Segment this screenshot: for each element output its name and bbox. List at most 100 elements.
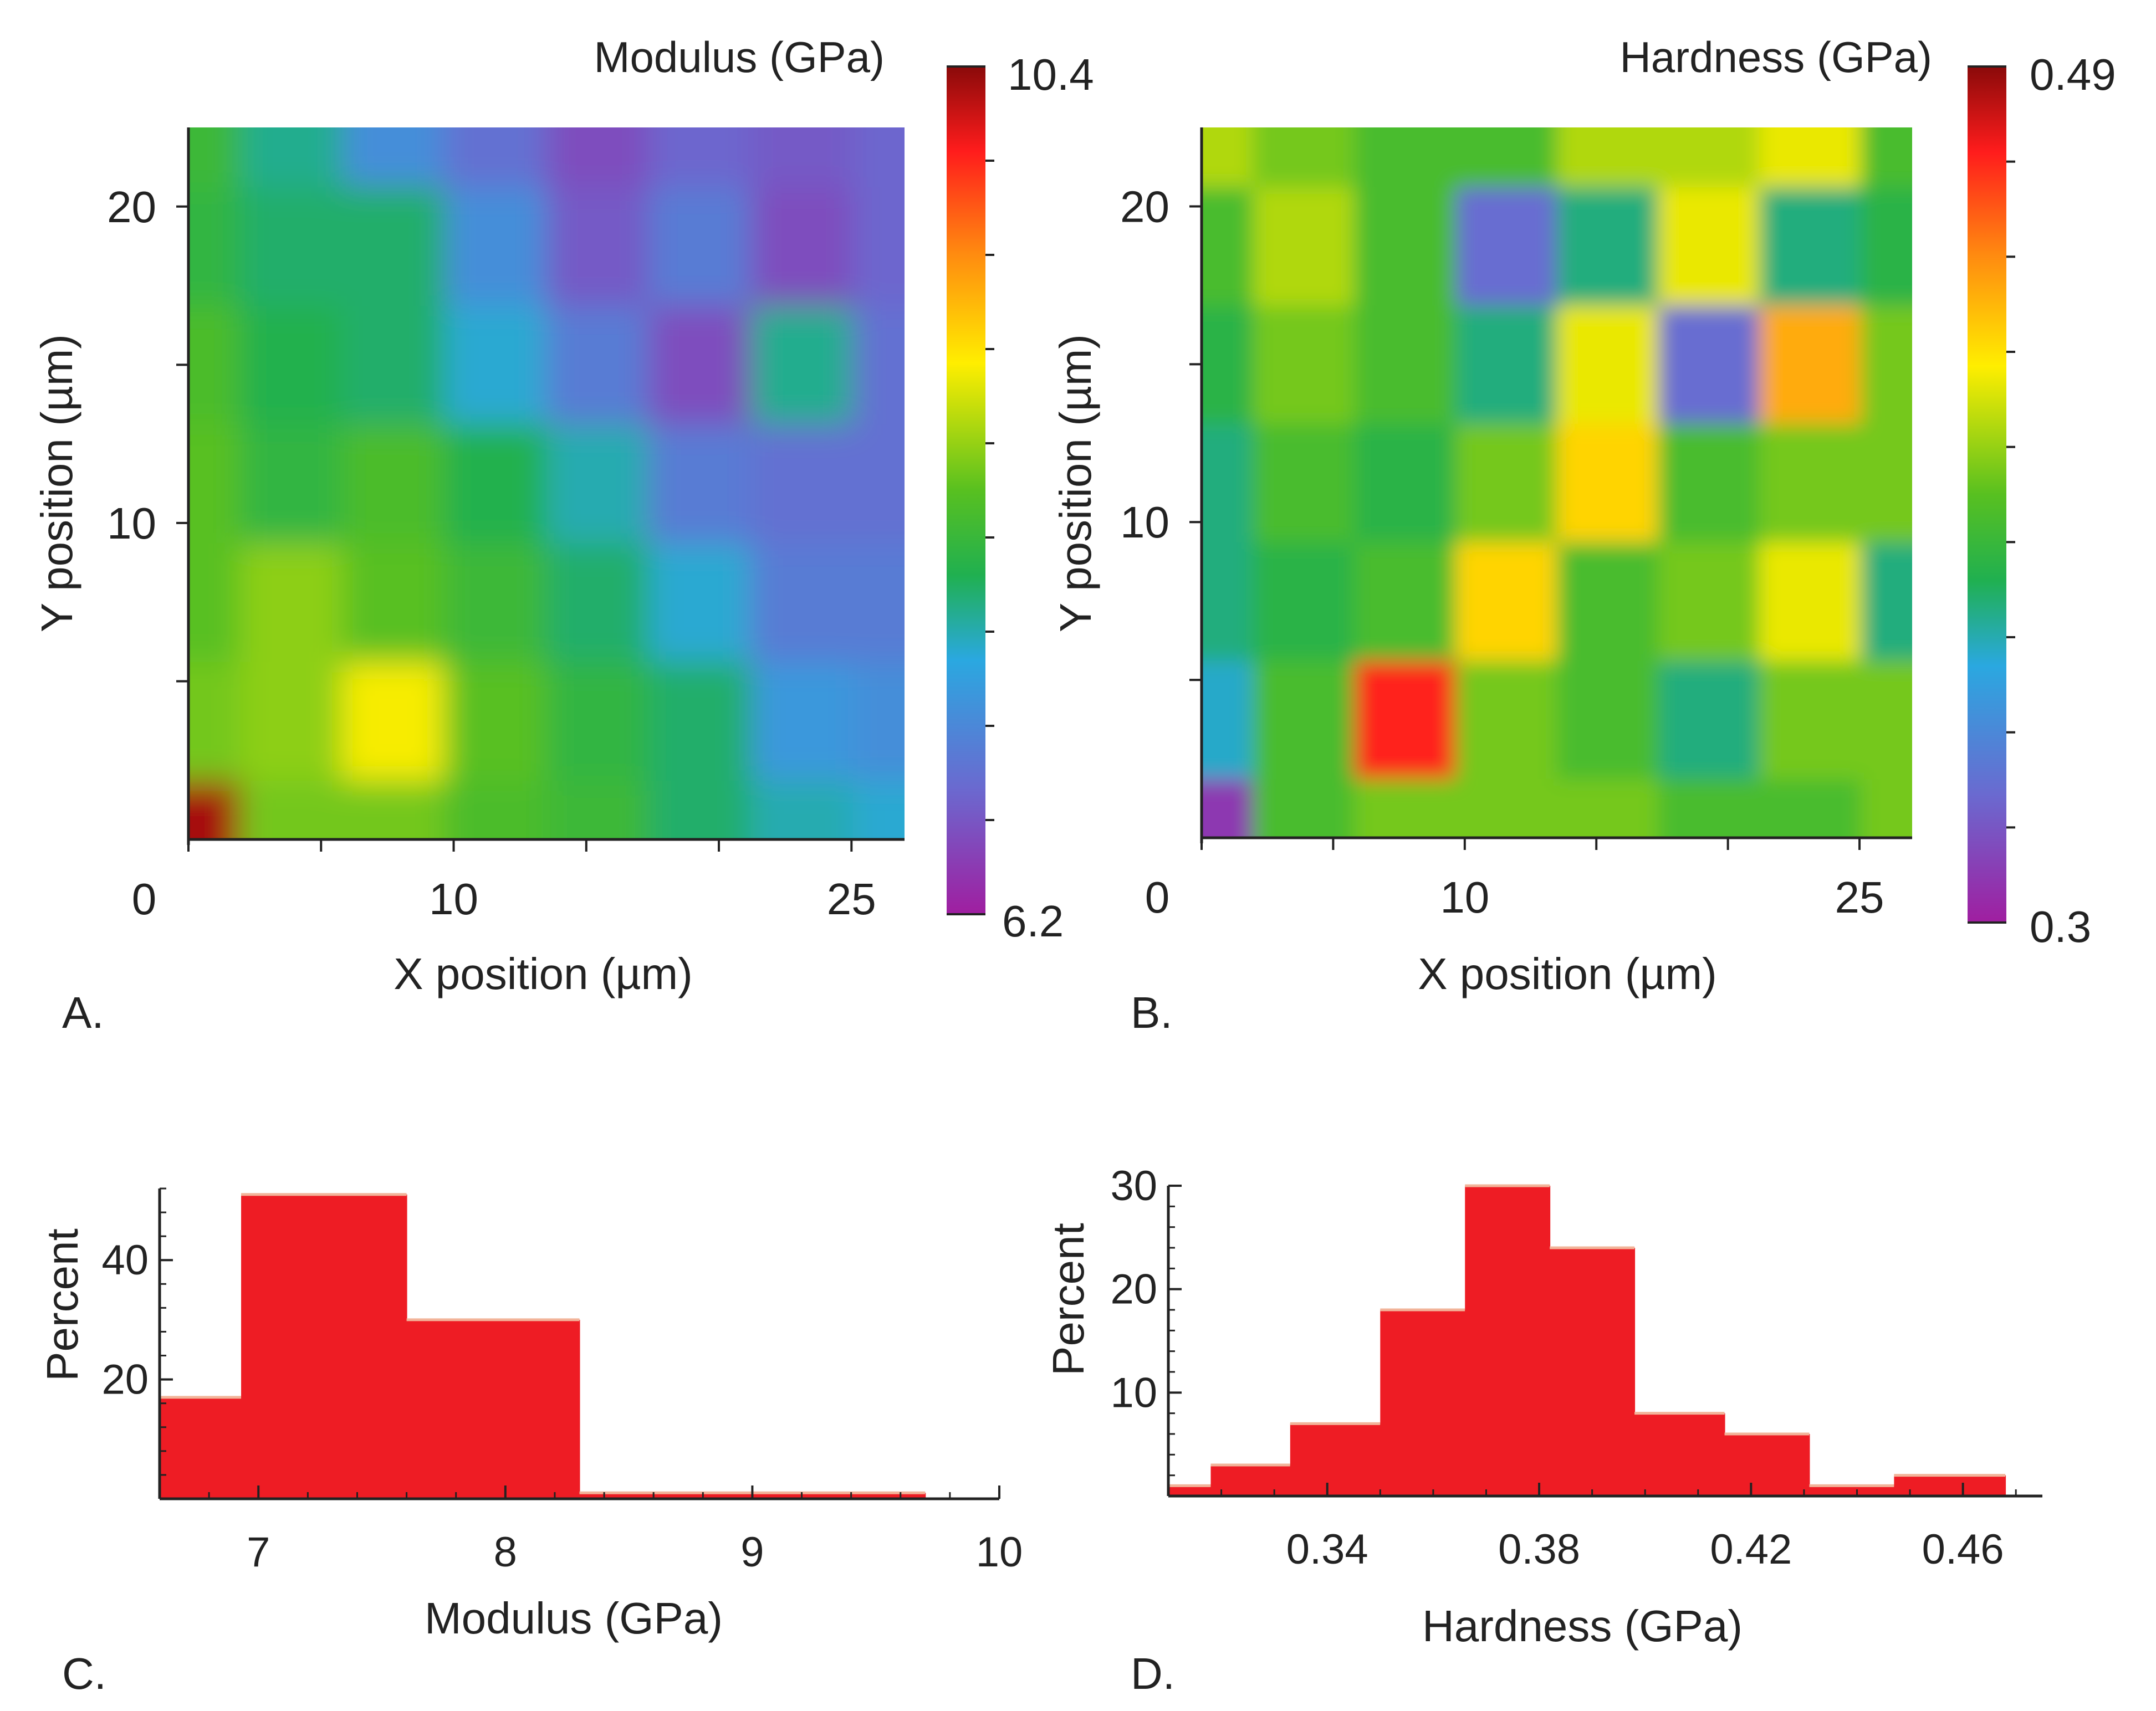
heatmap-cell [1354,127,1457,187]
heatmap-cell [1759,541,1862,661]
modulus-histogram-axes: 7 8 9 10 20 40 [101,1187,1023,1576]
heatmap-cell [1861,127,1912,187]
heatmap-cell [342,424,445,544]
heatmap-cell [342,661,445,781]
modulus-colorbar-min-label: 6.2 [1002,897,1064,946]
hardness-map-ylabel: Y position (µm) [1051,334,1100,632]
hardness-map-title: Hardness (GPa) [1619,33,1932,81]
heatmap-cell [1861,186,1912,306]
panel-d: 0.34 0.38 0.42 0.46 10 20 30 Hardness (GPa) Pe… [1044,1162,2042,1698]
heatmap-cell [1658,186,1760,306]
heatmap-cell [1253,541,1355,661]
modulus-histogram-ylabel: Percent [38,1228,87,1381]
heatmap-cell [1253,127,1355,187]
heatmap-cell [750,661,854,781]
heatmap-cell [1455,186,1557,306]
heatmap-cell [546,187,650,306]
heatmap-cell [1455,541,1557,661]
histogram-bar [1210,1465,1291,1496]
heatmap-cell [1557,778,1659,838]
hardness-map-xlabel: X position (µm) [1418,949,1717,998]
heatmap-cell [240,780,343,839]
x-tick-label: 10 [976,1529,1023,1576]
heatmap-cell [240,305,343,425]
histogram-bar [1634,1413,1725,1496]
x-tick-label: 7 [247,1529,270,1576]
histogram-bar [1894,1475,2006,1496]
heatmap-cell [750,127,854,188]
heatmap-cell [1759,660,1862,780]
x-tick-label: 25 [1835,873,1884,922]
histogram-bar [1290,1423,1381,1496]
heatmap-cell [1658,660,1760,780]
hardness-histogram-xlabel: Hardness (GPa) [1422,1601,1743,1651]
y-tick-label: 20 [1120,182,1169,231]
modulus-colorbar [947,66,985,914]
modulus-colorbar-max-label: 10.4 [1008,50,1094,99]
histogram-bar [406,1319,580,1499]
hardness-colorbar-ticks [1968,65,2015,924]
heatmap-cell [1354,660,1457,780]
heatmap-cell [1557,660,1659,780]
hardness-histogram-bars [1168,1184,2006,1496]
x-tick-label: 0 [1145,873,1170,922]
hardness-heatmap [1202,127,1912,838]
heatmap-cell [1354,423,1457,542]
heatmap-cell [546,305,650,425]
heatmap-cell [852,542,905,662]
hardness-histogram-axes: 0.34 0.38 0.42 0.46 10 20 30 [1110,1162,2042,1573]
modulus-map-title: Modulus (GPa) [594,33,885,81]
heatmap-cell [342,187,445,306]
heatmap-cell [648,305,752,425]
histogram-bar [241,1194,407,1499]
heatmap-cell [444,424,547,544]
hardness-heatmap-clip [1202,127,1912,838]
histogram-bar [1809,1485,1895,1496]
heatmap-cell [1557,127,1659,187]
heatmap-cell [188,542,241,662]
x-tick-label: 0.34 [1286,1526,1368,1573]
heatmap-cell [1861,541,1912,661]
modulus-map-xlabel: X position (µm) [394,949,693,998]
heatmap-cell [1202,778,1254,838]
heatmap-cell [1202,127,1254,187]
heatmap-cell [1202,305,1254,424]
heatmap-cell [1557,305,1659,424]
histogram-bar [1465,1186,1551,1496]
heatmap-cell [188,424,241,544]
heatmap-cell [188,305,241,425]
heatmap-cell [1759,305,1862,424]
modulus-heatmap-clip [188,127,905,839]
heatmap-cell [1759,186,1862,306]
panel-a: 0 10 25 10 20 Modulus (GPa) 10.4 6.2 X posit… [32,33,1094,1037]
modulus-map-ylabel: Y position (µm) [32,334,81,632]
heatmap-cell [188,127,241,188]
panel-a-label: A. [62,988,104,1037]
heatmap-cell [1354,778,1457,838]
heatmap-cell [188,661,241,781]
heatmap-cell [444,187,547,306]
heatmap-cell [240,127,343,188]
heatmap-cell [342,780,445,839]
panel-d-label: D. [1131,1649,1175,1698]
heatmap-cell [546,780,650,839]
heatmap-cell [852,424,905,544]
modulus-histogram-bars [160,1193,926,1499]
modulus-heatmap [188,127,905,839]
heatmap-cell [1658,127,1760,187]
panel-c-label: C. [62,1649,106,1698]
heatmap-cell [852,305,905,425]
panel-c: 7 8 9 10 20 40 Modulus (GPa) Percent C. [38,1187,1023,1698]
heatmap-cell [240,542,343,662]
heatmap-cell [1253,305,1355,424]
y-tick-label: 10 [1110,1369,1157,1416]
heatmap-cell [1658,541,1760,661]
modulus-map-axes: 0 10 25 10 20 [107,127,905,924]
heatmap-cell [188,780,241,839]
modulus-colorbar-ticks [947,65,994,915]
heatmap-cell [240,187,343,306]
x-tick-label: 0.38 [1498,1526,1580,1573]
heatmap-cell [1557,423,1659,542]
heatmap-cell [852,780,905,839]
heatmap-cell [648,542,752,662]
